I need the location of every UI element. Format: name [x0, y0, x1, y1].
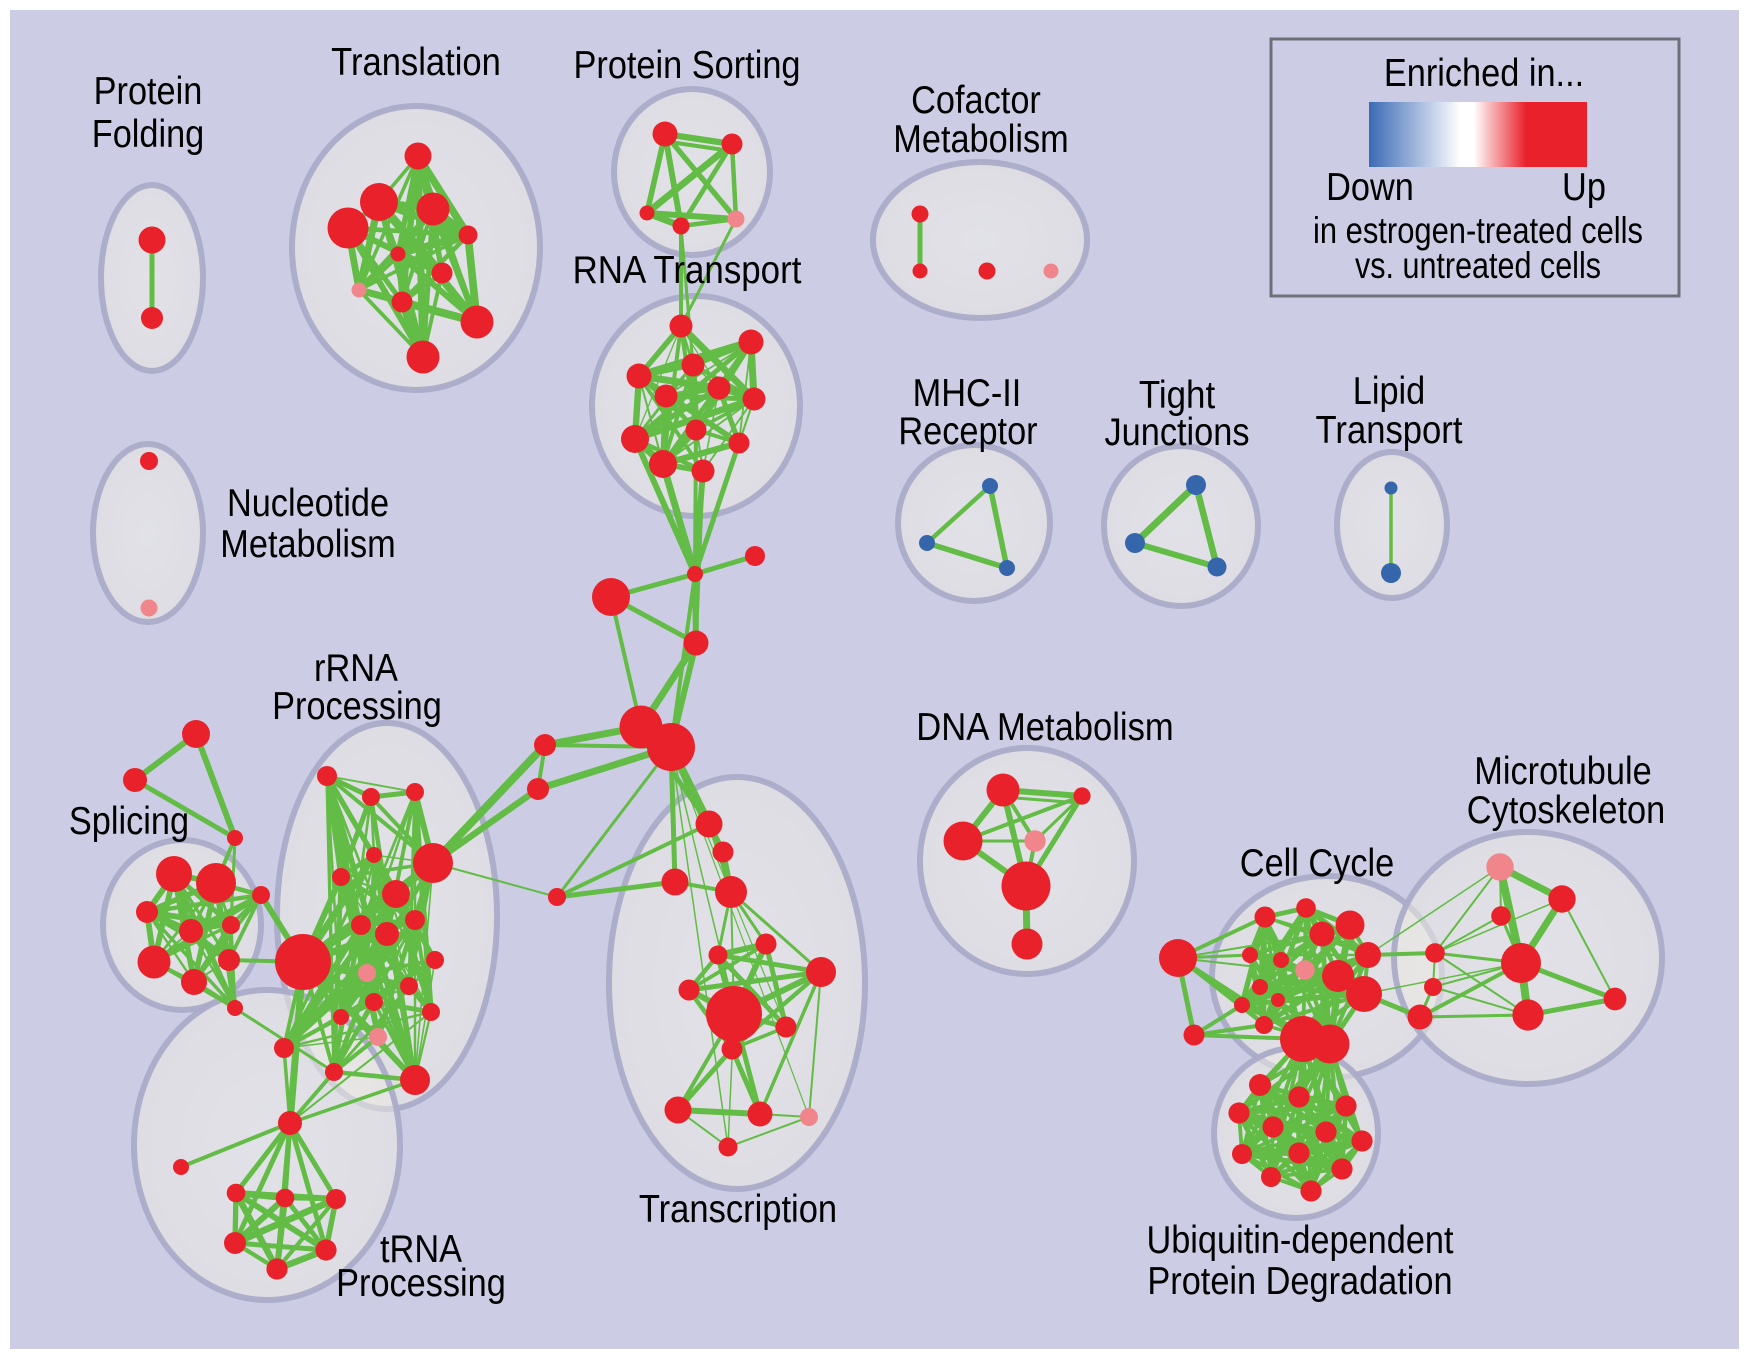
svg-text:rRNA: rRNA	[314, 647, 398, 690]
svg-text:MHC-II: MHC-II	[913, 372, 1022, 415]
svg-text:Processing: Processing	[272, 685, 442, 728]
svg-text:Junctions: Junctions	[1105, 411, 1250, 454]
svg-text:Lipid: Lipid	[1353, 370, 1426, 413]
svg-text:Cell Cycle: Cell Cycle	[1240, 842, 1394, 885]
svg-text:Metabolism: Metabolism	[893, 118, 1068, 161]
svg-text:Ubiquitin-dependent: Ubiquitin-dependent	[1146, 1219, 1453, 1262]
svg-text:Cytoskeleton: Cytoskeleton	[1467, 789, 1665, 832]
svg-text:Protein Degradation: Protein Degradation	[1147, 1260, 1452, 1303]
svg-text:Transport: Transport	[1316, 409, 1463, 452]
svg-text:Metabolism: Metabolism	[220, 523, 395, 566]
svg-text:Transcription: Transcription	[639, 1188, 837, 1231]
svg-text:Splicing: Splicing	[69, 800, 189, 843]
svg-text:RNA Transport: RNA Transport	[573, 249, 802, 292]
svg-text:DNA Metabolism: DNA Metabolism	[916, 706, 1173, 749]
svg-text:Nucleotide: Nucleotide	[227, 482, 389, 525]
svg-text:Microtubule: Microtubule	[1474, 750, 1651, 793]
svg-text:Translation: Translation	[331, 41, 501, 84]
svg-text:Cofactor: Cofactor	[911, 79, 1041, 122]
svg-text:Tight: Tight	[1139, 374, 1215, 417]
svg-text:Receptor: Receptor	[898, 410, 1037, 453]
svg-text:Folding: Folding	[92, 113, 205, 156]
svg-text:Down: Down	[1326, 166, 1414, 209]
svg-text:Protein: Protein	[94, 70, 203, 113]
svg-text:Up: Up	[1562, 166, 1606, 209]
svg-text:Protein Sorting: Protein Sorting	[574, 44, 801, 87]
svg-text:in estrogen-treated cells: in estrogen-treated cells	[1313, 210, 1643, 251]
svg-text:Processing: Processing	[336, 1262, 506, 1305]
svg-text:Enriched in...: Enriched in...	[1384, 52, 1584, 95]
svg-text:tRNA: tRNA	[380, 1228, 462, 1271]
svg-text:vs. untreated cells: vs. untreated cells	[1355, 245, 1601, 286]
